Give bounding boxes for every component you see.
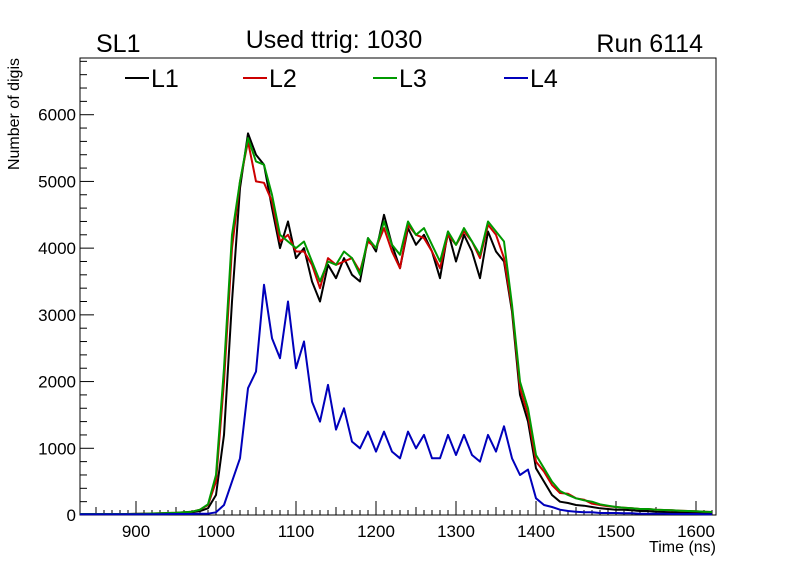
x-tick-label: 1100 — [278, 522, 315, 541]
series-line-l1 — [80, 132, 713, 515]
legend-label-l1: L1 — [151, 65, 179, 93]
y-axis: 0 1000 2000 3000 4000 5000 6000 — [38, 60, 94, 525]
header-left-label: SL1 — [96, 30, 140, 58]
x-tick-label: 1000 — [197, 522, 235, 541]
series-line-l3 — [80, 137, 713, 515]
y-tick-label: 0 — [67, 506, 76, 525]
legend: L1 L2 L3 L4 — [125, 65, 558, 93]
x-tick-label: 900 — [122, 522, 150, 541]
series-layer — [80, 132, 713, 516]
plot-frame — [79, 57, 717, 516]
x-axis-label: Time (ns) — [649, 539, 716, 556]
y-axis-label: Number of digis — [6, 58, 23, 170]
x-tick-label: 1300 — [437, 522, 475, 541]
y-tick-label: 3000 — [38, 306, 76, 325]
x-tick-label: 1200 — [357, 522, 395, 541]
x-tick-label: 1400 — [517, 522, 555, 541]
x-tick-label: 1600 — [677, 522, 715, 541]
legend-label-l2: L2 — [269, 65, 297, 93]
y-tick-label: 2000 — [38, 373, 76, 392]
series-line-l4 — [80, 283, 712, 516]
chart-title: Used ttrig: 1030 — [246, 26, 423, 54]
x-axis: 900 1000 1100 1200 1300 1400 1500 1600 — [95, 501, 715, 541]
y-tick-label: 6000 — [38, 106, 76, 125]
x-tick-label: 1500 — [597, 522, 635, 541]
y-tick-label: 1000 — [38, 439, 76, 458]
legend-label-l4: L4 — [530, 65, 558, 93]
y-tick-label: 5000 — [38, 172, 76, 191]
y-tick-label: 4000 — [38, 239, 76, 258]
legend-label-l3: L3 — [399, 65, 427, 93]
header-right-label: Run 6114 — [596, 30, 703, 58]
